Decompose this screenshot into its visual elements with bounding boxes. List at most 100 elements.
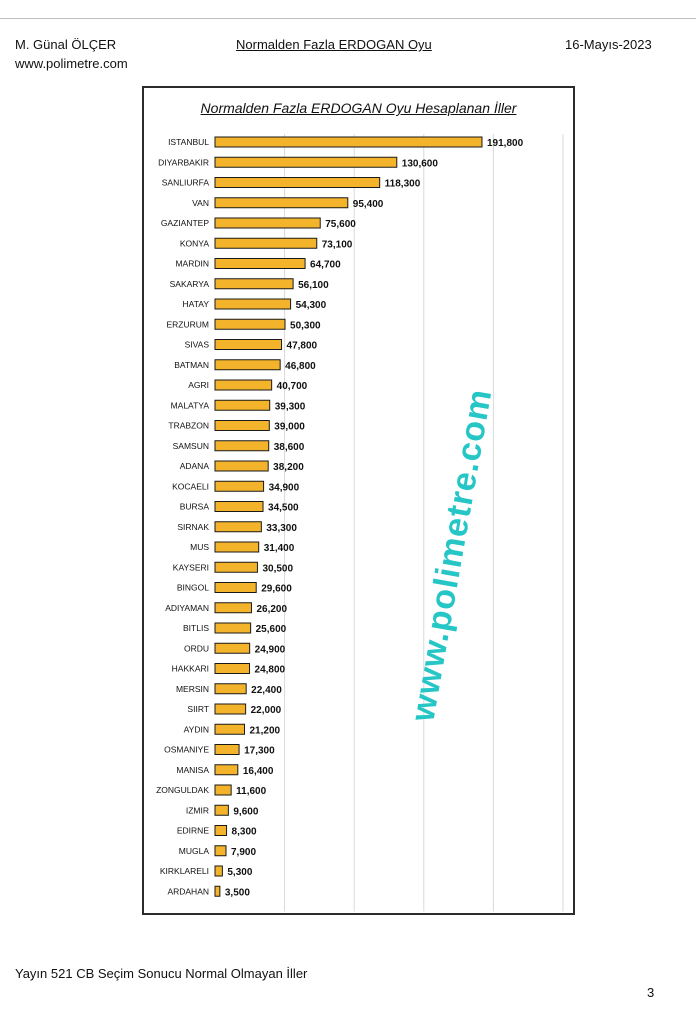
category-label: MUS xyxy=(190,542,209,552)
category-label: BURSA xyxy=(180,502,210,512)
bar xyxy=(214,420,270,431)
value-label: 64,700 xyxy=(310,260,341,271)
bar xyxy=(214,440,270,452)
value-label: 29,600 xyxy=(261,584,292,595)
category-label: MARDIN xyxy=(175,259,209,269)
bar xyxy=(214,399,271,411)
bar xyxy=(214,845,227,857)
category-label: KAYSERI xyxy=(173,562,209,572)
category-label: VAN xyxy=(192,198,209,208)
website-text: www.polimetre.com xyxy=(15,56,128,71)
bar xyxy=(214,602,252,614)
bar xyxy=(214,825,228,836)
value-label: 7,900 xyxy=(231,847,256,858)
value-label: 30,500 xyxy=(262,563,293,574)
chart-title: Normalden Fazla ERDOGAN Oyu Hesaplanan İ… xyxy=(200,100,517,116)
bar xyxy=(214,217,321,229)
value-label: 38,200 xyxy=(273,462,304,473)
value-label: 38,600 xyxy=(274,442,305,453)
category-label: ADIYAMAN xyxy=(165,603,209,613)
category-label: KIRKLARELI xyxy=(160,866,209,876)
value-label: 24,900 xyxy=(255,644,286,655)
value-label: 9,600 xyxy=(233,806,258,817)
bar xyxy=(214,764,239,776)
author-name: M. Günal ÖLÇER xyxy=(15,37,117,52)
bar xyxy=(214,379,273,391)
top-rule xyxy=(0,18,696,19)
chart-frame: Normalden Fazla ERDOGAN Oyu Hesaplanan İ… xyxy=(142,86,575,915)
value-label: 75,600 xyxy=(325,219,356,230)
value-label: 34,500 xyxy=(268,503,299,514)
value-label: 16,400 xyxy=(243,766,274,777)
category-label: KOCAELI xyxy=(172,481,209,491)
category-label: MUGLA xyxy=(179,846,210,856)
bar xyxy=(214,237,318,249)
bar xyxy=(214,359,281,371)
category-label: AGRI xyxy=(188,380,209,390)
value-label: 47,800 xyxy=(287,341,318,352)
bar xyxy=(214,197,349,209)
bar-chart: ISTANBUL 191,800 DIYARBAKIR 130,600 SANLIURF… xyxy=(156,134,564,912)
bar xyxy=(214,460,269,472)
bar xyxy=(214,318,286,330)
category-label: SIIRT xyxy=(187,704,209,714)
footer-text: Yayın 521 CB Seçim Sonucu Normal Olmayan… xyxy=(15,966,308,981)
value-label: 34,900 xyxy=(269,482,300,493)
value-label: 46,800 xyxy=(285,361,316,372)
bar xyxy=(214,703,247,715)
category-label: HATAY xyxy=(183,299,210,309)
value-label: 54,300 xyxy=(296,300,327,311)
value-label: 95,400 xyxy=(353,199,384,210)
bar xyxy=(214,298,292,310)
category-label: HAKKARI xyxy=(172,664,209,674)
value-label: 26,200 xyxy=(256,604,287,615)
value-label: 3,500 xyxy=(225,887,250,898)
category-label: SANLIURFA xyxy=(162,178,210,188)
value-label: 50,300 xyxy=(290,320,321,331)
category-label: ARDAHAN xyxy=(167,886,209,896)
value-label: 31,400 xyxy=(264,543,295,554)
bar xyxy=(214,642,251,654)
category-label: TRABZON xyxy=(168,421,209,431)
value-label: 40,700 xyxy=(277,381,308,392)
category-label: SIVAS xyxy=(185,340,210,350)
category-label: IZMIR xyxy=(186,805,209,815)
category-label: MERSIN xyxy=(176,684,209,694)
bar xyxy=(214,865,223,877)
bar xyxy=(214,258,306,269)
bar xyxy=(214,744,240,755)
category-label: OSMANIYE xyxy=(164,745,209,755)
category-label: MALATYA xyxy=(171,400,210,410)
category-label: EDIRNE xyxy=(177,826,209,836)
value-label: 8,300 xyxy=(232,827,257,838)
bar xyxy=(214,561,258,573)
category-label: BINGOL xyxy=(177,583,209,593)
value-label: 25,600 xyxy=(256,624,287,635)
value-label: 130,600 xyxy=(402,158,439,169)
category-label: SAKARYA xyxy=(170,279,210,289)
bar xyxy=(214,480,265,492)
bar xyxy=(214,177,381,188)
category-label: AYDIN xyxy=(184,724,209,734)
document-date: 16-Mayıs-2023 xyxy=(565,37,652,52)
bar xyxy=(214,885,221,897)
value-label: 5,300 xyxy=(227,867,252,878)
value-label: 22,000 xyxy=(251,705,282,716)
value-label: 56,100 xyxy=(298,280,329,291)
bar xyxy=(214,501,264,512)
bar xyxy=(214,582,257,593)
value-label: 39,300 xyxy=(275,401,306,412)
bar xyxy=(214,683,247,695)
bar xyxy=(214,622,252,634)
category-label: ORDU xyxy=(184,643,209,653)
document-title: Normalden Fazla ERDOGAN Oyu xyxy=(236,37,432,52)
value-label: 73,100 xyxy=(322,239,353,250)
value-label: 21,200 xyxy=(250,725,281,736)
bar xyxy=(214,136,483,148)
category-label: ADANA xyxy=(180,461,210,471)
category-label: BITLIS xyxy=(183,623,209,633)
category-label: KONYA xyxy=(180,238,209,248)
value-label: 11,600 xyxy=(236,786,266,797)
value-label: 33,300 xyxy=(266,523,297,534)
value-label: 22,400 xyxy=(251,685,282,696)
